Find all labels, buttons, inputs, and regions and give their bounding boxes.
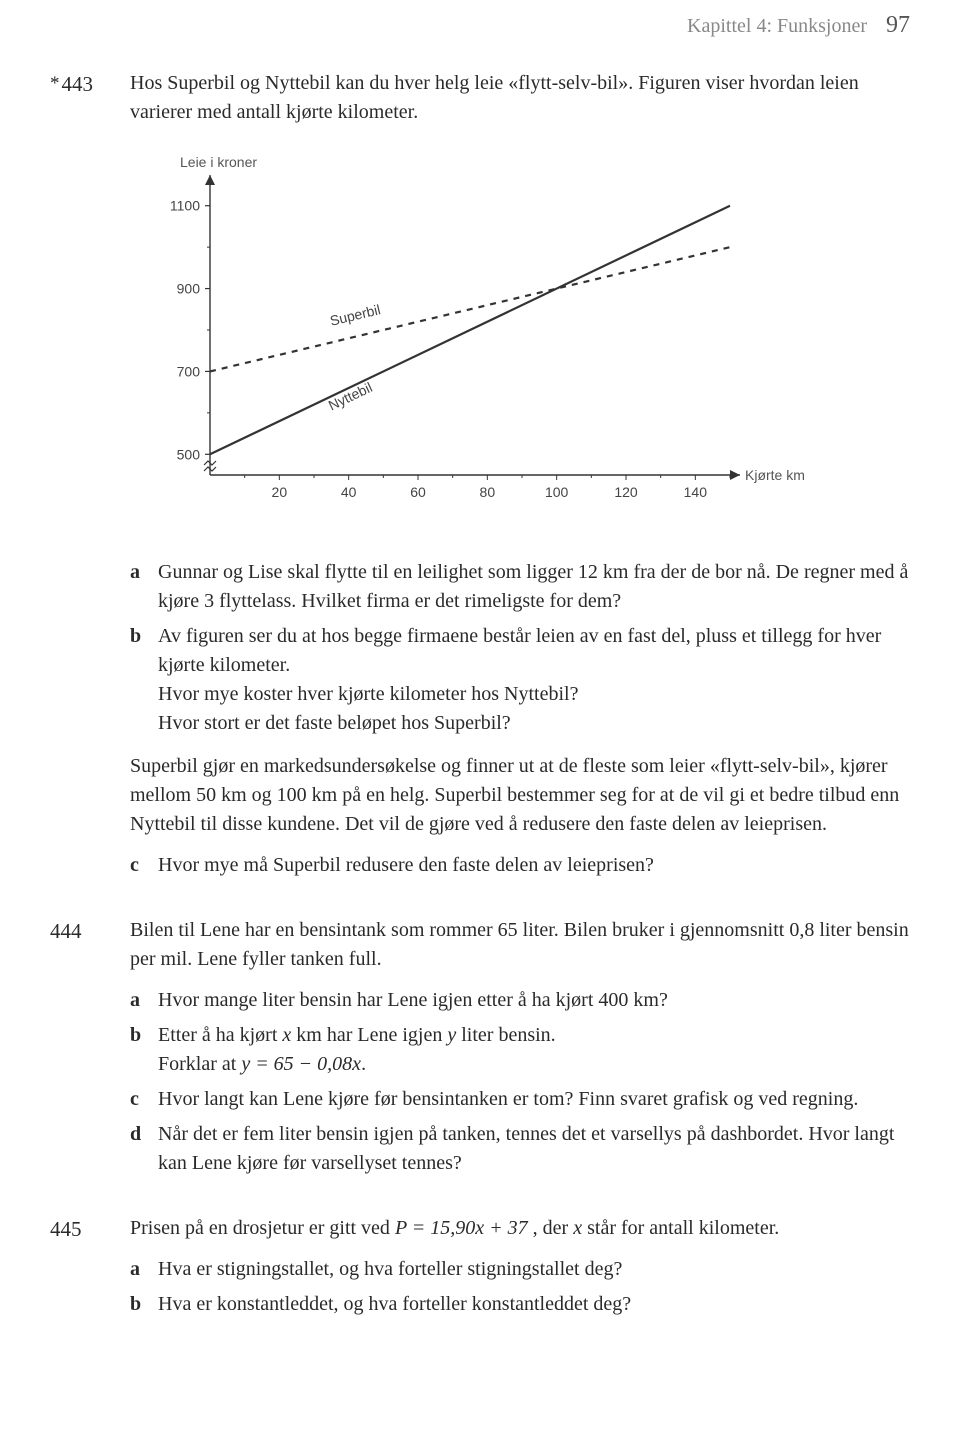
svg-text:20: 20: [272, 484, 288, 500]
problem-number-444: 444: [50, 916, 130, 1184]
problem-444-intro: Bilen til Lene har en bensintank som rom…: [130, 916, 910, 974]
p444-b-x: x: [282, 1024, 291, 1046]
svg-text:140: 140: [684, 484, 708, 500]
p445-intro-post: står for antall kilometer.: [582, 1217, 779, 1239]
problem-443: *443 Hos Superbil og Nyttebil kan du hve…: [50, 69, 910, 886]
svg-text:100: 100: [545, 484, 569, 500]
sub-label-c: c: [130, 851, 158, 880]
problem-443-b-text: Av figuren ser du at hos begge firmaene …: [158, 622, 910, 738]
sub-label-b: b: [130, 1021, 158, 1079]
problem-445-b: b Hva er konstantleddet, og hva fortelle…: [130, 1290, 910, 1319]
problem-444-d: d Når det er fem liter bensin igjen på t…: [130, 1120, 910, 1178]
svg-text:80: 80: [480, 484, 496, 500]
p445-intro-pre: Prisen på en drosjetur er gitt ved: [130, 1217, 395, 1239]
problem-445-intro: Prisen på en drosjetur er gitt ved P = 1…: [130, 1214, 910, 1243]
sub-label-a: a: [130, 986, 158, 1015]
svg-text:120: 120: [614, 484, 638, 500]
chapter-label: Kapittel 4: Funksjoner: [687, 15, 867, 37]
sub-label-c: c: [130, 1085, 158, 1114]
p445-intro-mid: , der: [528, 1217, 574, 1239]
problem-444: 444 Bilen til Lene har en bensintank som…: [50, 916, 910, 1184]
problem-444-c-text: Hvor langt kan Lene kjøre før bensintank…: [158, 1085, 910, 1114]
problem-444-a: a Hvor mange liter bensin har Lene igjen…: [130, 986, 910, 1015]
sub-label-b: b: [130, 622, 158, 738]
svg-text:Leie i kroner: Leie i kroner: [180, 154, 257, 170]
page-number: 97: [886, 12, 910, 38]
page-header: Kapittel 4: Funksjoner 97: [50, 0, 910, 39]
problem-445-a-text: Hva er stigningstallet, og hva forteller…: [158, 1255, 910, 1284]
svg-text:900: 900: [177, 281, 201, 297]
problem-443-mid-para: Superbil gjør en markedsundersøkelse og …: [130, 752, 910, 839]
problem-443-a-text: Gunnar og Lise skal flytte til en leilig…: [158, 558, 910, 616]
problem-445: 445 Prisen på en drosjetur er gitt ved P…: [50, 1214, 910, 1325]
p445-intro-formula: P = 15,90x + 37: [395, 1217, 528, 1239]
problem-444-b: b Etter å ha kjørt x km har Lene igjen y…: [130, 1021, 910, 1079]
p444-b-y: y: [447, 1024, 456, 1046]
p444-b-pre: Etter å ha kjørt: [158, 1024, 282, 1046]
problem-444-c: c Hvor langt kan Lene kjøre før bensinta…: [130, 1085, 910, 1114]
chart-443: Leie i kroner 500 700 900 1100 20 40 60 80 100 120…: [150, 145, 910, 534]
p444-b-l2post: .: [361, 1053, 366, 1075]
problem-443-a: a Gunnar og Lise skal flytte til en leil…: [130, 558, 910, 616]
problem-443-b: b Av figuren ser du at hos begge firmaen…: [130, 622, 910, 738]
problem-443-intro: Hos Superbil og Nyttebil kan du hver hel…: [130, 69, 910, 127]
star-icon: *: [50, 73, 60, 94]
problem-443-c: c Hvor mye må Superbil redusere den fast…: [130, 851, 910, 880]
svg-text:60: 60: [410, 484, 426, 500]
svg-text:700: 700: [177, 363, 201, 379]
svg-text:Kjørte km: Kjørte km: [745, 467, 805, 483]
svg-text:500: 500: [177, 446, 201, 462]
line-chart: Leie i kroner 500 700 900 1100 20 40 60 80 100 120…: [150, 145, 830, 525]
sub-label-a: a: [130, 1255, 158, 1284]
problem-number-443: *443: [50, 69, 130, 886]
problem-444-b-text: Etter å ha kjørt x km har Lene igjen y l…: [158, 1021, 910, 1079]
sub-label-b: b: [130, 1290, 158, 1319]
problem-444-d-text: Når det er fem liter bensin igjen på tan…: [158, 1120, 910, 1178]
problem-445-a: a Hva er stigningstallet, og hva fortell…: [130, 1255, 910, 1284]
svg-text:40: 40: [341, 484, 357, 500]
sub-label-a: a: [130, 558, 158, 616]
p444-b-l2pre: Forklar at: [158, 1053, 241, 1075]
p444-b-formula: y = 65 − 0,08x: [241, 1053, 361, 1075]
sub-label-d: d: [130, 1120, 158, 1178]
p444-b-mid: km har Lene igjen: [291, 1024, 447, 1046]
problem-444-a-text: Hvor mange liter bensin har Lene igjen e…: [158, 986, 910, 1015]
problem-number-445: 445: [50, 1214, 130, 1325]
svg-text:1100: 1100: [170, 198, 200, 214]
p445-intro-x: x: [573, 1217, 582, 1239]
problem-443-c-text: Hvor mye må Superbil redusere den faste …: [158, 851, 910, 880]
problem-445-b-text: Hva er konstantleddet, og hva forteller …: [158, 1290, 910, 1319]
number-443: 443: [62, 72, 94, 96]
p444-b-post: liter bensin.: [456, 1024, 555, 1046]
